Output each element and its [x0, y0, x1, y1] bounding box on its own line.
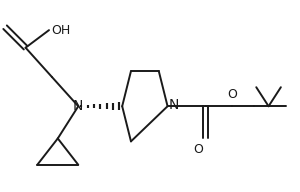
Text: N: N [169, 98, 179, 112]
Text: O: O [227, 88, 237, 101]
Text: N: N [73, 99, 83, 113]
Text: O: O [193, 143, 203, 156]
Text: OH: OH [51, 24, 70, 37]
